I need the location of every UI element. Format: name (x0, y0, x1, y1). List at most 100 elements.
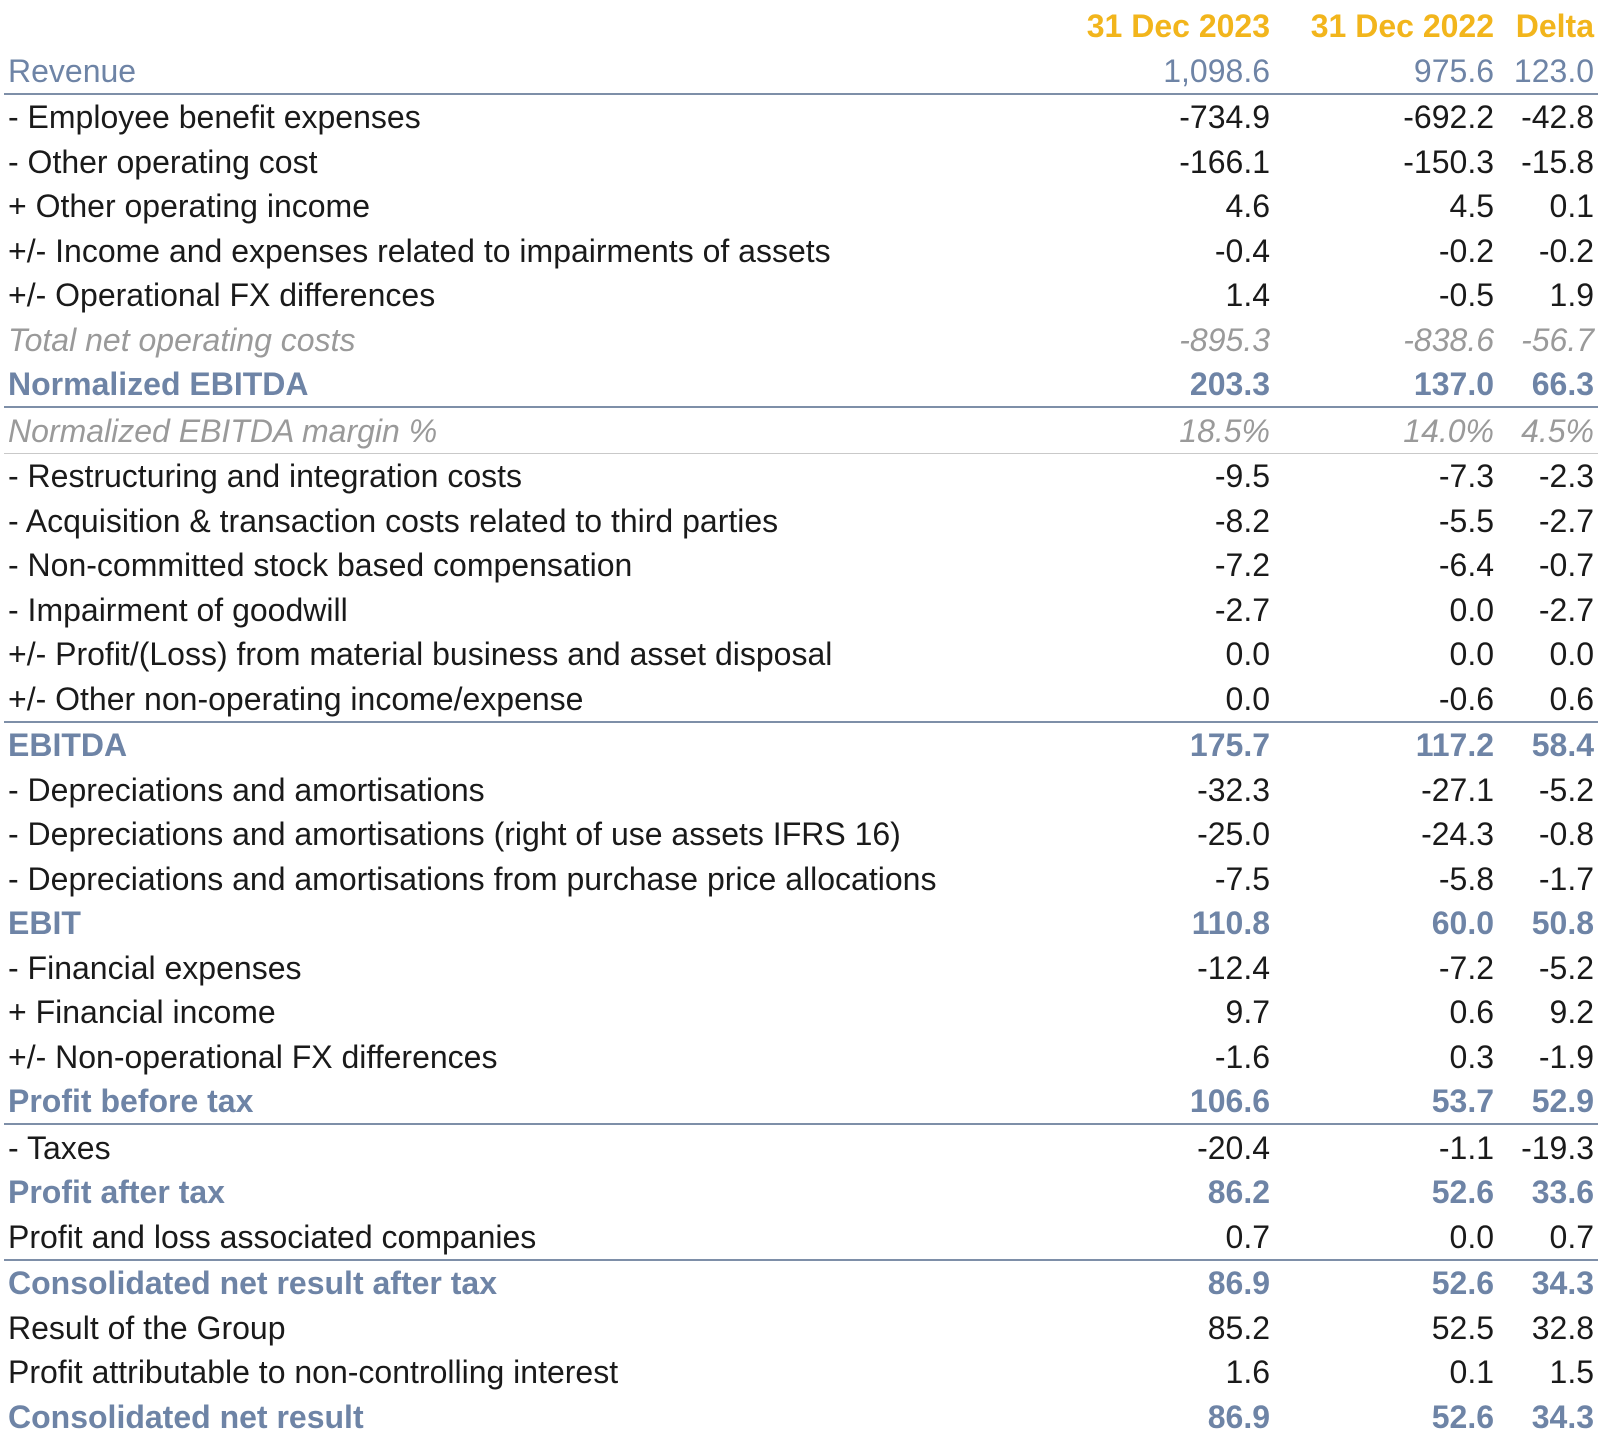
row-label: + Financial income (8, 994, 276, 1030)
value-2022: 0.0 (1274, 1214, 1498, 1261)
value-delta: 34.3 (1531, 1398, 1594, 1435)
row-label: +/- Non-operational FX differences (8, 1038, 498, 1075)
value-2022: 0.1 (1449, 1354, 1494, 1390)
row-label: Consolidated net result after tax (8, 1265, 497, 1301)
row-label: - Impairment of goodwill (8, 591, 348, 628)
table-row: + Other operating income 4.6 4.5 0.1 (4, 184, 1598, 229)
value-2022: 0.3 (1449, 1038, 1494, 1075)
value-2022: 0.6 (1449, 994, 1494, 1030)
row-normalized-ebitda-margin: Normalized EBITDA margin % 18.5% 14.0% 4… (4, 407, 1598, 454)
row-label: +/- Other non-operating income/expense (4, 676, 1044, 723)
value-2023: 9.7 (1225, 994, 1270, 1030)
value-2023: 203.3 (1044, 361, 1274, 408)
value-2022: -27.1 (1421, 771, 1494, 808)
header-delta: Delta (1515, 8, 1594, 44)
value-2023: -895.3 (1179, 321, 1270, 358)
row-normalized-ebitda: Normalized EBITDA 203.3 137.0 66.3 (4, 361, 1598, 408)
value-2023: 0.7 (1044, 1214, 1274, 1261)
row-profit-before-tax: Profit before tax 106.6 53.7 52.9 (4, 1078, 1598, 1125)
row-label: Consolidated net result (8, 1398, 364, 1435)
value-delta: -1.7 (1538, 860, 1594, 897)
value-delta: 58.4 (1531, 727, 1594, 763)
value-2022: 0.0 (1449, 591, 1494, 628)
value-2023: -7.5 (1214, 860, 1270, 897)
value-2022: 52.6 (1431, 1174, 1494, 1210)
value-2023: 0.0 (1225, 636, 1270, 672)
row-label: - Depreciations and amortisations from p… (8, 860, 937, 897)
value-2023: 86.9 (1207, 1265, 1270, 1301)
row-label: EBIT (8, 905, 81, 941)
row-label: Profit and loss associated companies (4, 1214, 1044, 1261)
value-2022: 975.6 (1274, 48, 1498, 95)
table-row: +/- Operational FX differences 1.4 -0.5 … (4, 273, 1598, 318)
value-2022: -5.5 (1438, 502, 1494, 539)
value-2023: 18.5% (1044, 407, 1274, 454)
value-2023: 175.7 (1189, 727, 1270, 763)
value-2022: 137.0 (1274, 361, 1498, 408)
table-row: +/- Income and expenses related to impai… (4, 228, 1598, 273)
value-2023: -166.1 (1179, 143, 1270, 180)
row-label: - Depreciations and amortisations (8, 771, 485, 808)
row-consolidated-net-result-after-tax: Consolidated net result after tax 86.9 5… (4, 1260, 1598, 1306)
value-2023: -7.2 (1214, 547, 1270, 583)
row-label: Revenue (4, 48, 1044, 95)
table-row: +/- Other non-operating income/expense 0… (4, 676, 1598, 723)
row-label: +/- Income and expenses related to impai… (8, 232, 831, 269)
value-delta: 52.9 (1498, 1078, 1598, 1125)
value-2023: 4.6 (1225, 188, 1270, 224)
table-row: Result of the Group 85.2 52.5 32.8 (4, 1305, 1598, 1350)
row-label: - Other operating cost (8, 143, 318, 180)
value-delta: 33.6 (1531, 1174, 1594, 1210)
value-2023: 86.9 (1207, 1398, 1270, 1435)
row-consolidated-net-result: Consolidated net result 86.9 52.6 34.3 (4, 1394, 1598, 1439)
row-profit-after-tax: Profit after tax 86.2 52.6 33.6 (4, 1170, 1598, 1215)
value-2023: 85.2 (1207, 1309, 1270, 1346)
value-2022: 0.0 (1449, 636, 1494, 672)
value-delta: -2.7 (1538, 502, 1594, 539)
value-2022: 52.6 (1431, 1398, 1494, 1435)
value-2023: 106.6 (1044, 1078, 1274, 1125)
table-row: Profit and loss associated companies 0.7… (4, 1214, 1598, 1261)
table-row: - Employee benefit expenses -734.9 -692.… (4, 94, 1598, 140)
value-delta: 34.3 (1531, 1265, 1594, 1301)
table-row: - Depreciations and amortisations -32.3 … (4, 767, 1598, 812)
value-delta: -56.7 (1521, 321, 1594, 358)
value-2023: 110.8 (1191, 905, 1270, 941)
row-ebitda: EBITDA 175.7 117.2 58.4 (4, 722, 1598, 768)
value-2022: 60.0 (1431, 905, 1494, 941)
value-delta: -19.3 (1521, 1129, 1594, 1166)
value-delta: 4.5% (1498, 407, 1598, 454)
value-2022: -150.3 (1403, 143, 1494, 180)
row-label: Profit after tax (8, 1174, 225, 1210)
value-delta: 0.6 (1498, 676, 1598, 723)
value-delta: -5.2 (1538, 949, 1594, 986)
value-2022: -838.6 (1403, 321, 1494, 358)
table-row: + Financial income 9.7 0.6 9.2 (4, 990, 1598, 1035)
value-2022: 52.5 (1431, 1309, 1494, 1346)
table-row: - Other operating cost -166.1 -150.3 -15… (4, 139, 1598, 184)
row-label: + Other operating income (8, 188, 370, 224)
table-row: - Acquisition & transaction costs relate… (4, 498, 1598, 543)
value-2022: 117.2 (1415, 727, 1494, 763)
table-row: Profit attributable to non-controlling i… (4, 1350, 1598, 1395)
value-delta: -0.2 (1538, 232, 1594, 269)
table-row: - Non-committed stock based compensation… (4, 543, 1598, 588)
value-2023: -12.4 (1197, 949, 1270, 986)
header-2022: 31 Dec 2022 (1310, 8, 1494, 44)
value-2023: -20.4 (1197, 1129, 1270, 1166)
table-row: - Taxes -20.4 -1.1 -19.3 (4, 1124, 1598, 1170)
value-delta: 1.9 (1549, 277, 1594, 313)
value-delta: 32.8 (1531, 1309, 1594, 1346)
value-2023: -0.4 (1214, 232, 1270, 269)
value-2022: -6.4 (1438, 547, 1494, 583)
row-label: +/- Profit/(Loss) from material business… (8, 636, 833, 672)
value-2023: 1,098.6 (1044, 48, 1274, 95)
table-row: +/- Profit/(Loss) from material business… (4, 632, 1598, 677)
value-2022: -0.2 (1438, 232, 1494, 269)
value-2023: 86.2 (1207, 1174, 1270, 1210)
value-delta: -2.7 (1538, 591, 1594, 628)
row-label: Total net operating costs (8, 321, 356, 358)
value-2023: 1.6 (1225, 1354, 1270, 1390)
value-2022: -7.3 (1438, 458, 1494, 494)
value-2023: -32.3 (1197, 771, 1270, 808)
